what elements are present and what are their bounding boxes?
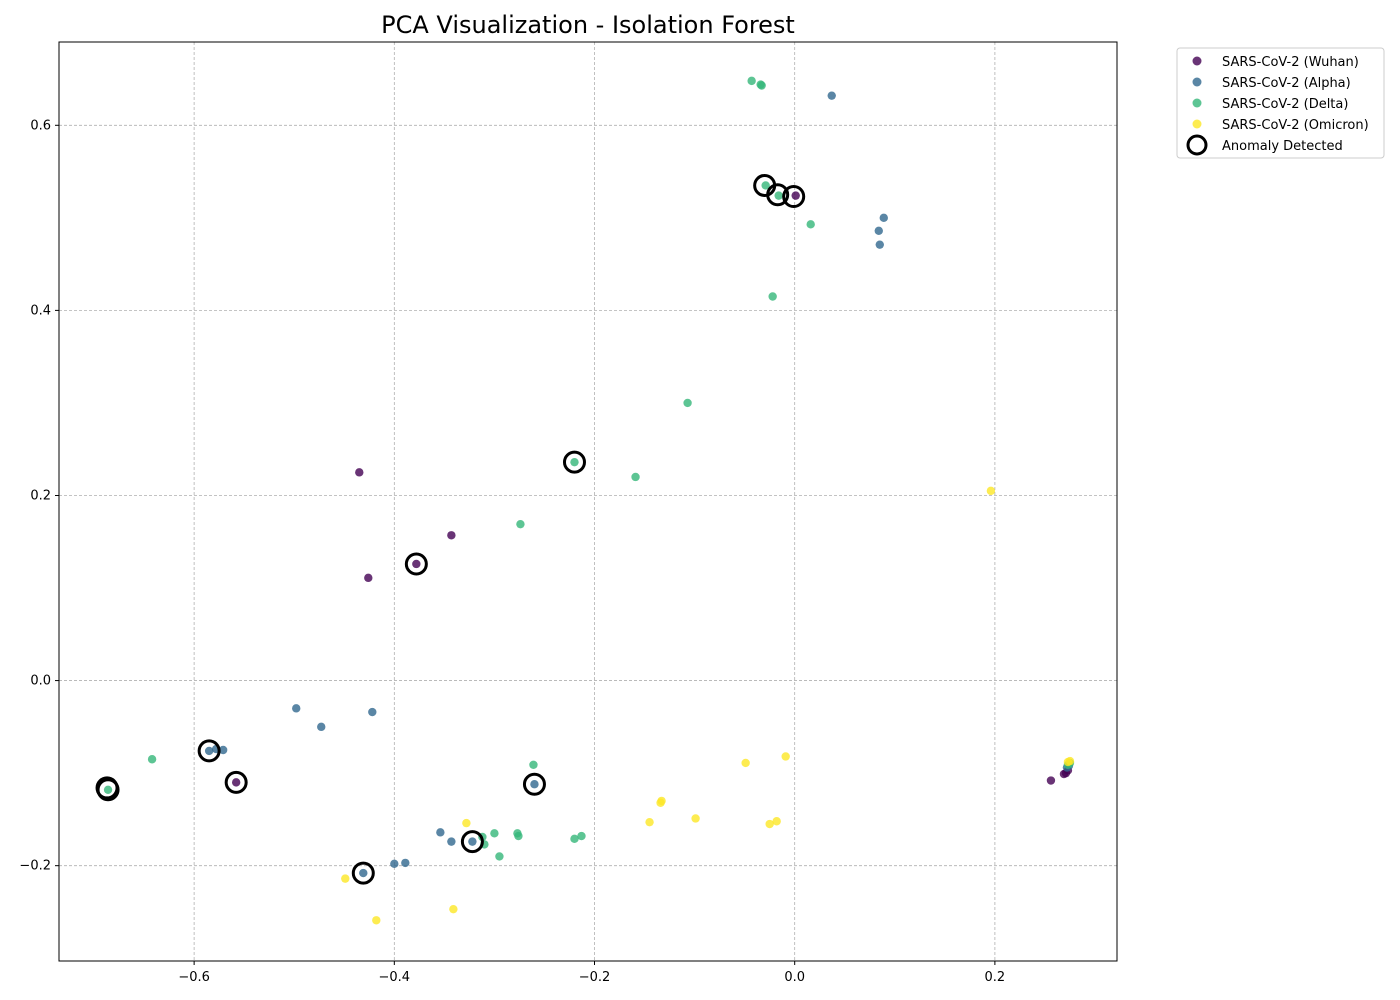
data-point bbox=[781, 752, 790, 761]
plot-frame bbox=[58, 41, 1118, 962]
data-point bbox=[436, 828, 445, 837]
data-point bbox=[656, 798, 665, 807]
data-point bbox=[691, 814, 700, 823]
x-tick-label: −0.4 bbox=[379, 970, 411, 985]
data-point bbox=[390, 859, 399, 869]
y-tick-label: 0.2 bbox=[30, 488, 51, 503]
data-point bbox=[218, 745, 228, 755]
anomaly-marker bbox=[351, 861, 375, 885]
data-point bbox=[529, 760, 538, 769]
data-point bbox=[368, 707, 377, 717]
data-point bbox=[364, 573, 373, 583]
data-point bbox=[986, 486, 996, 496]
anomaly-marker bbox=[197, 739, 221, 763]
legend-marker bbox=[1192, 56, 1202, 66]
data-point bbox=[468, 837, 477, 846]
data-point bbox=[514, 831, 523, 841]
anomaly-marker bbox=[562, 450, 586, 474]
data-point bbox=[359, 868, 368, 878]
legend-label: SARS-CoV-2 (Wuhan) bbox=[1222, 55, 1359, 70]
data-point bbox=[516, 519, 525, 529]
legend-label: SARS-CoV-2 (Delta) bbox=[1222, 97, 1348, 112]
data-point bbox=[447, 531, 456, 540]
data-point bbox=[879, 213, 888, 223]
data-point bbox=[372, 916, 381, 925]
data-point bbox=[495, 852, 504, 861]
data-point bbox=[645, 817, 654, 827]
data-point bbox=[147, 755, 157, 764]
anomaly-marker bbox=[224, 770, 248, 794]
data-point bbox=[341, 874, 350, 883]
data-point bbox=[577, 831, 586, 841]
y-tick-label: 0.4 bbox=[30, 303, 51, 318]
data-point bbox=[530, 780, 539, 789]
data-point bbox=[747, 76, 756, 86]
legend-label: SARS-CoV-2 (Omicron) bbox=[1222, 118, 1369, 133]
data-point bbox=[827, 91, 836, 100]
data-point bbox=[317, 722, 326, 732]
grid-lines bbox=[59, 42, 1117, 961]
data-point bbox=[768, 292, 777, 301]
data-point bbox=[292, 704, 301, 713]
data-point bbox=[774, 191, 783, 200]
legend-box bbox=[1176, 47, 1385, 159]
y-tick-label: 0.0 bbox=[30, 674, 51, 689]
data-point bbox=[874, 226, 883, 235]
data-point bbox=[683, 398, 692, 408]
data-point bbox=[631, 472, 640, 482]
anomaly-marker bbox=[460, 830, 484, 854]
data-point bbox=[570, 834, 579, 844]
data-point bbox=[806, 220, 815, 229]
anomaly-markers bbox=[95, 173, 806, 885]
data-point bbox=[761, 181, 770, 190]
x-tick-label: 0.2 bbox=[985, 970, 1006, 985]
data-point bbox=[1046, 776, 1056, 785]
data-point bbox=[772, 817, 781, 826]
anomaly-marker bbox=[766, 183, 790, 207]
x-tick-label: −0.2 bbox=[579, 970, 611, 985]
legend-marker bbox=[1186, 134, 1208, 156]
anomaly-marker bbox=[404, 552, 428, 576]
data-point bbox=[447, 837, 456, 846]
data-point bbox=[757, 81, 766, 90]
data-point bbox=[765, 819, 774, 829]
legend-label: SARS-CoV-2 (Alpha) bbox=[1222, 76, 1351, 91]
chart-title: PCA Visualization - Isolation Forest bbox=[381, 11, 795, 39]
x-tick-label: 0.0 bbox=[784, 970, 805, 985]
legend: SARS-CoV-2 (Wuhan) SARS-CoV-2 (Alpha) SARS… bbox=[1176, 47, 1385, 159]
data-point bbox=[462, 818, 471, 828]
data-point bbox=[449, 904, 458, 914]
data-point bbox=[490, 829, 499, 838]
data-point bbox=[791, 191, 800, 200]
data-point bbox=[103, 785, 113, 794]
data-point bbox=[1065, 756, 1075, 766]
legend-label: Anomaly Detected bbox=[1222, 139, 1343, 154]
data-point bbox=[355, 468, 364, 477]
data-points bbox=[103, 76, 1075, 925]
anomaly-marker bbox=[96, 778, 120, 802]
x-axis-ticks: −0.6 −0.4 −0.2 0.0 0.2 bbox=[178, 961, 1005, 985]
y-axis-ticks: −0.2 0.0 0.2 0.4 0.6 bbox=[19, 118, 59, 874]
data-point bbox=[741, 758, 750, 768]
x-tick-label: −0.6 bbox=[178, 970, 210, 985]
data-point bbox=[204, 746, 214, 756]
data-point bbox=[412, 559, 421, 569]
legend-marker bbox=[1192, 77, 1202, 87]
data-point bbox=[401, 858, 410, 868]
y-tick-label: −0.2 bbox=[19, 859, 51, 874]
data-point bbox=[875, 240, 884, 249]
legend-marker bbox=[1192, 98, 1202, 108]
y-tick-label: 0.6 bbox=[30, 118, 51, 133]
legend-marker bbox=[1192, 119, 1202, 129]
data-point bbox=[570, 457, 579, 467]
anomaly-marker bbox=[782, 185, 806, 209]
anomaly-marker bbox=[522, 772, 546, 796]
data-point bbox=[231, 778, 241, 787]
